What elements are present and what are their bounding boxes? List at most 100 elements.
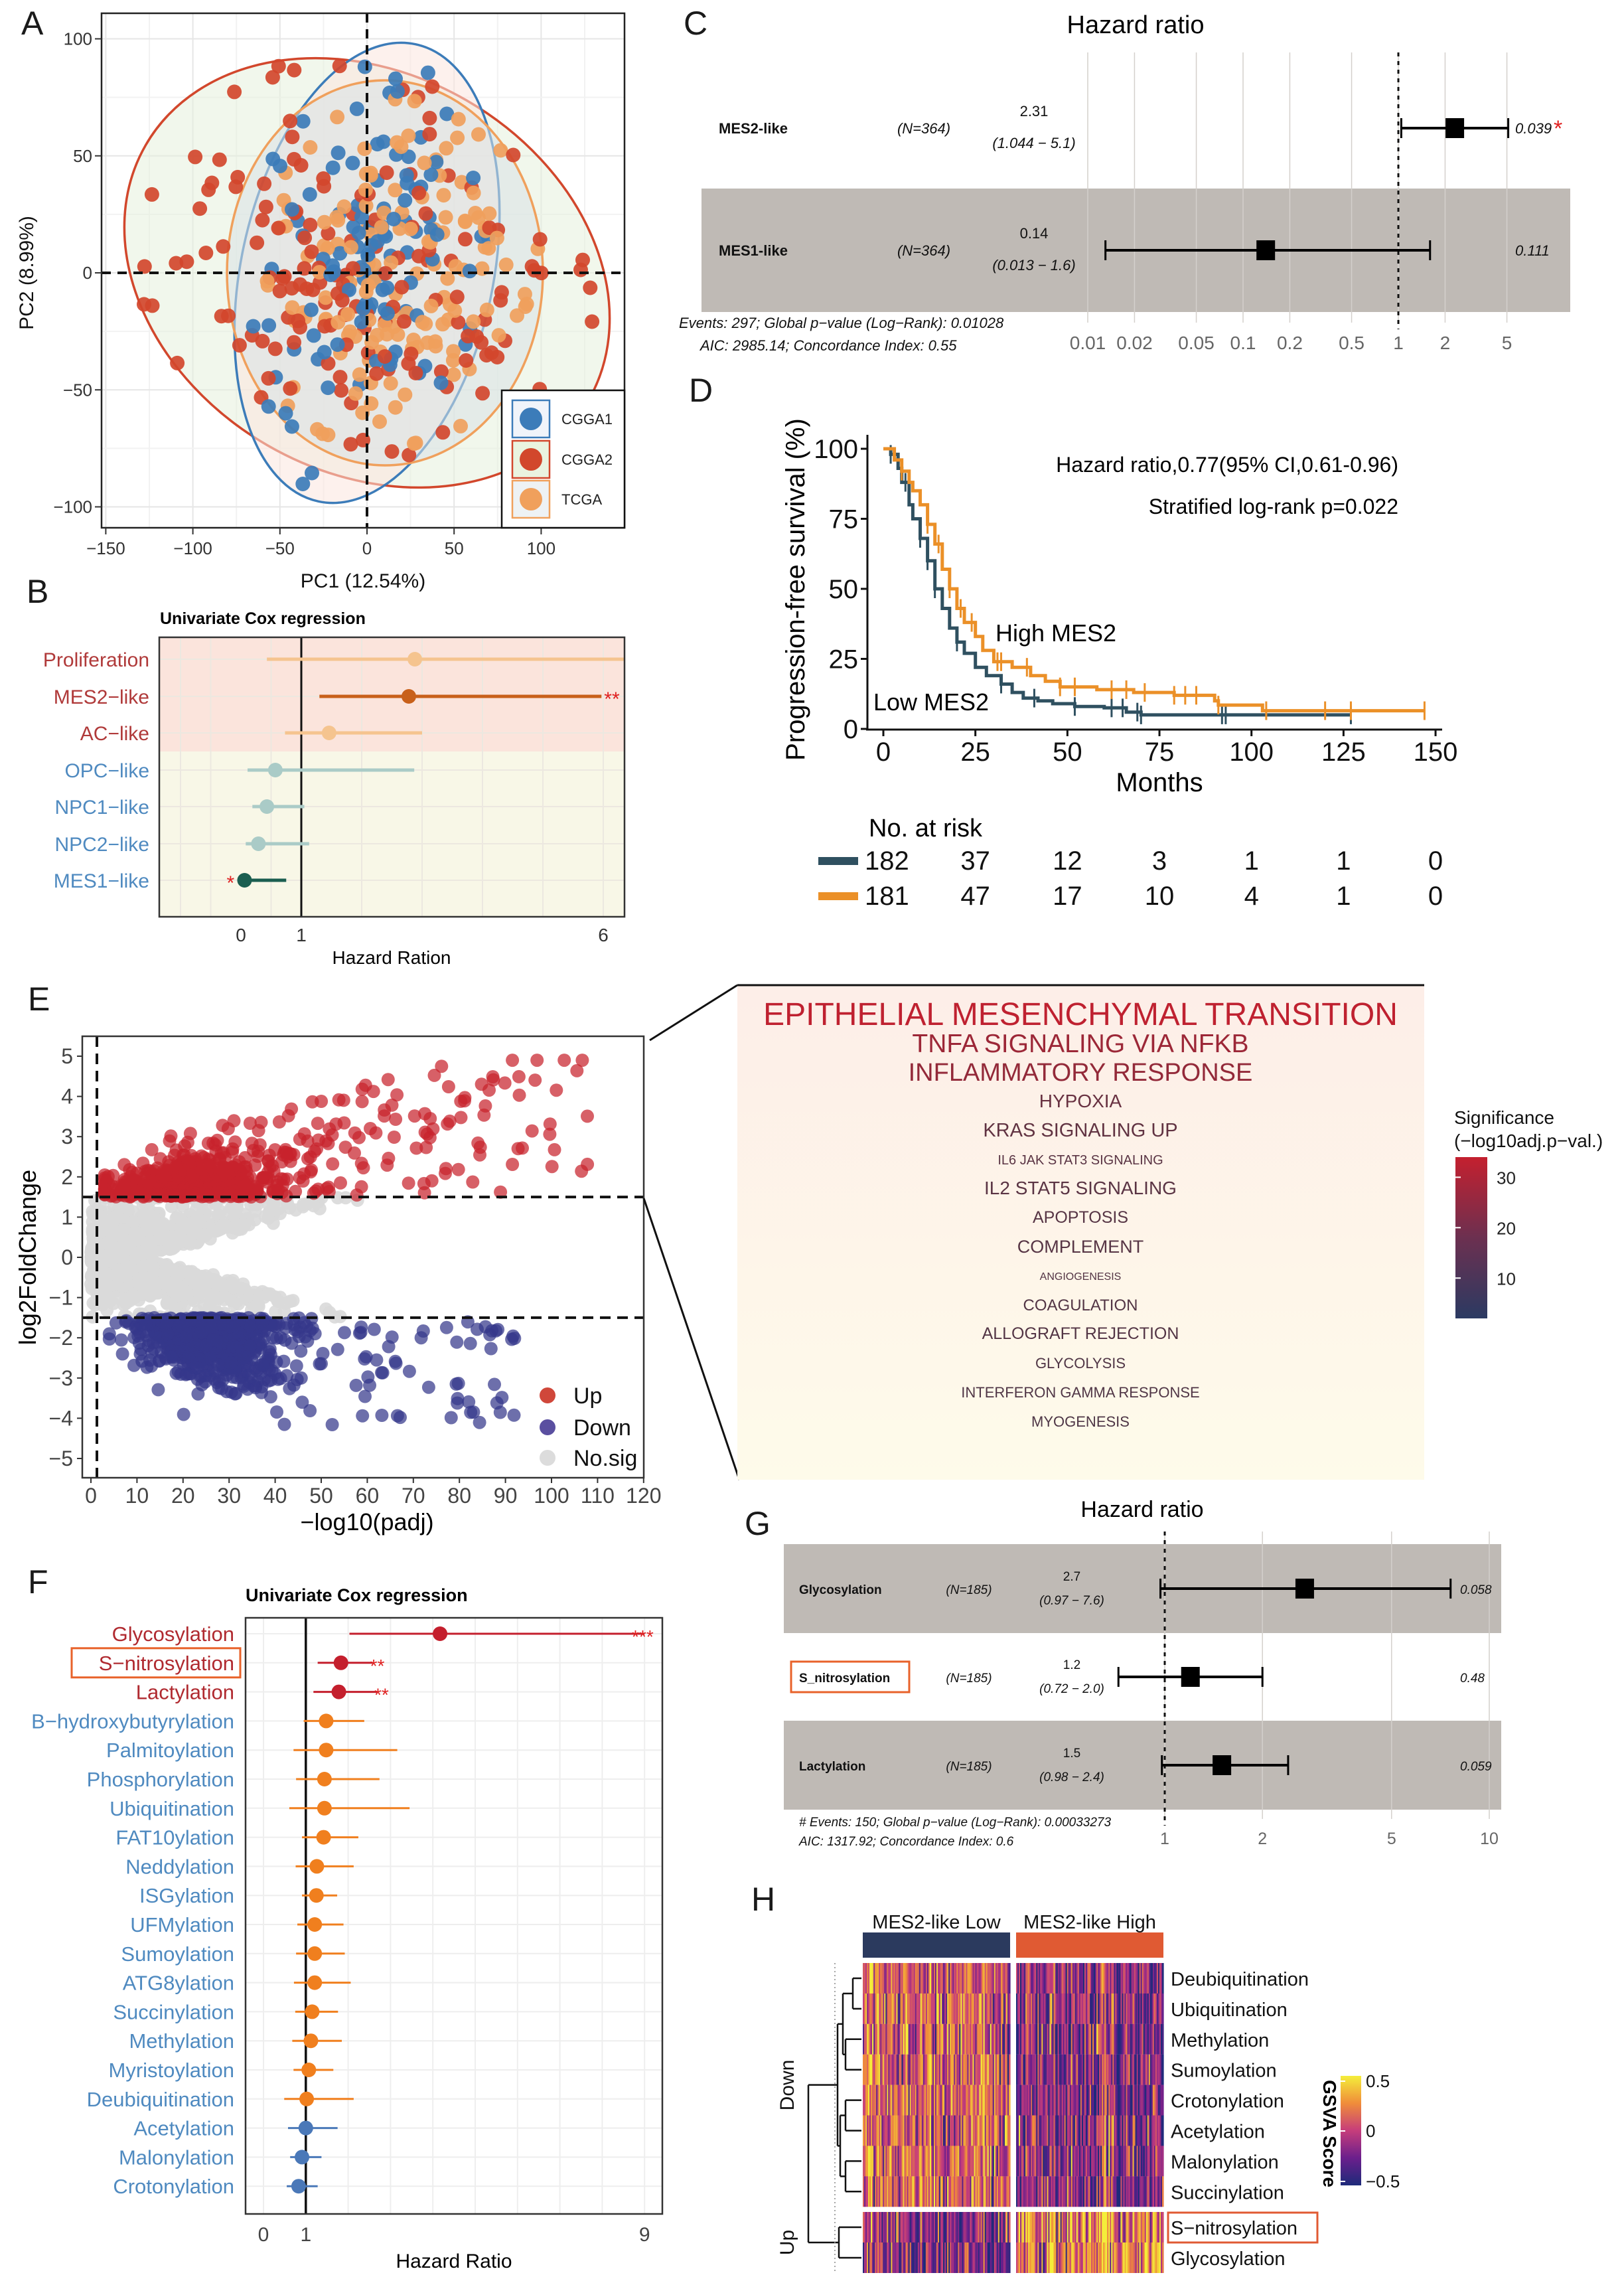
pca-point-cgga2 (475, 386, 490, 401)
pca-point-cgga2 (267, 341, 283, 356)
pca-point-cgga2 (343, 437, 358, 452)
y-tick-label: 2 (61, 1165, 73, 1189)
heatmap-cell (1008, 2242, 1011, 2273)
row-n: (N=185) (946, 1760, 992, 1774)
up-point (543, 1127, 557, 1141)
significance-mark: * (226, 872, 234, 894)
y-tick-label: −2 (49, 1326, 73, 1350)
at-risk-count: 1 (1244, 846, 1259, 876)
hr-point (309, 1888, 324, 1903)
x-tick-label: 70 (402, 1484, 425, 1508)
nosig-point (236, 1277, 250, 1291)
up-point (387, 1131, 401, 1144)
row-hr: 0.14 (1020, 225, 1049, 242)
y-tick-label: 100 (814, 435, 858, 464)
pca-point-tcga (451, 112, 466, 127)
down-point (450, 1335, 464, 1349)
panel-a-y-axis-title: PC2 (8.99%) (16, 216, 38, 330)
colorbar-tick-label: 20 (1497, 1218, 1516, 1238)
hallmark-term: EPITHELIAL MESENCHYMAL TRANSITION (763, 997, 1398, 1032)
pca-point-cgga2 (179, 254, 194, 270)
pca-point-cgga2 (449, 289, 465, 305)
down-point (354, 1320, 368, 1334)
hr-point (267, 763, 283, 777)
hr-square (1256, 240, 1276, 260)
row-label: UFMylation (130, 1913, 234, 1936)
x-tick-label: 1 (296, 925, 307, 945)
hr-point (305, 2004, 320, 2019)
legend-label: CGGA2 (561, 451, 613, 468)
panel-d-y-axis-title: Progression-free survival (%) (781, 418, 810, 761)
y-tick-label: −50 (63, 380, 92, 400)
hallmark-term: GLYCOLYSIS (1035, 1355, 1126, 1372)
nosig-point (87, 1281, 101, 1295)
pca-point-tcga (408, 435, 423, 451)
pca-point-cgga2 (137, 297, 151, 312)
up-point (320, 1182, 334, 1196)
pca-point-tcga (401, 128, 416, 143)
pca-point-tcga (407, 94, 422, 109)
x-tick-label: 125 (1321, 738, 1366, 767)
pca-point-tcga (481, 241, 496, 256)
nosig-point (102, 1279, 115, 1293)
pca-point-cgga1 (331, 145, 346, 161)
hr-point (316, 1830, 331, 1845)
pca-point-cgga2 (532, 232, 548, 247)
pca-point-tcga (491, 328, 506, 343)
pca-point-cgga2 (271, 58, 286, 74)
up-point (545, 1160, 559, 1174)
pca-point-cgga2 (287, 335, 301, 350)
pca-point-cgga2 (303, 217, 318, 232)
down-point (385, 1330, 399, 1344)
up-point (366, 1085, 380, 1099)
panel-label-g: G (745, 1505, 771, 1542)
pca-point-cgga1 (420, 65, 435, 80)
x-tick-label: 25 (960, 738, 990, 767)
pca-point-cgga2 (461, 329, 476, 344)
pca-point-tcga (372, 414, 387, 430)
up-point (350, 1188, 364, 1202)
pca-point-cgga1 (273, 159, 287, 173)
pca-point-cgga2 (265, 70, 280, 85)
nosig-point (127, 1215, 141, 1229)
hallmark-term: IL6 JAK STAT3 SIGNALING (997, 1153, 1163, 1168)
pca-point-cgga1 (303, 302, 319, 317)
pca-point-tcga (438, 210, 453, 225)
legend-swatch (520, 408, 542, 430)
hallmark-term: HYPOXIA (1039, 1091, 1122, 1111)
colorbar-tick-label: 30 (1497, 1168, 1516, 1188)
pca-point-tcga (374, 220, 389, 235)
row-p-value: 0.058 (1460, 1583, 1492, 1597)
down-point (363, 1378, 376, 1392)
hr-point (407, 652, 423, 667)
pca-point-cgga2 (585, 314, 600, 329)
up-point (183, 1127, 197, 1140)
pca-point-cgga2 (490, 350, 505, 364)
pca-point-cgga2 (378, 266, 393, 281)
pca-point-tcga (436, 188, 451, 203)
up-point (581, 1109, 594, 1123)
pca-point-cgga1 (295, 114, 311, 129)
pca-point-cgga2 (285, 129, 300, 145)
panel-c-title: Hazard ratio (1067, 11, 1205, 39)
pca-point-cgga1 (330, 337, 345, 353)
up-point (326, 1157, 340, 1171)
up-point (221, 1122, 235, 1136)
hr-point (317, 1800, 332, 1816)
heatmap-cell (1008, 1963, 1011, 1994)
up-point (407, 1109, 421, 1123)
pca-point-cgga2 (435, 425, 451, 440)
pca-point-tcga (285, 300, 300, 315)
pca-point-tcga (331, 315, 346, 330)
up-point (466, 1175, 480, 1189)
nosig-point (137, 1212, 151, 1225)
x-tick-label: 80 (447, 1484, 471, 1508)
up-point (512, 1069, 526, 1083)
pca-point-tcga (448, 259, 463, 274)
down-point (270, 1405, 283, 1419)
row-hr: 1.5 (1063, 1747, 1080, 1761)
nosig-point (266, 1216, 280, 1230)
pca-point-cgga1 (349, 101, 364, 116)
protective-region (159, 751, 625, 917)
